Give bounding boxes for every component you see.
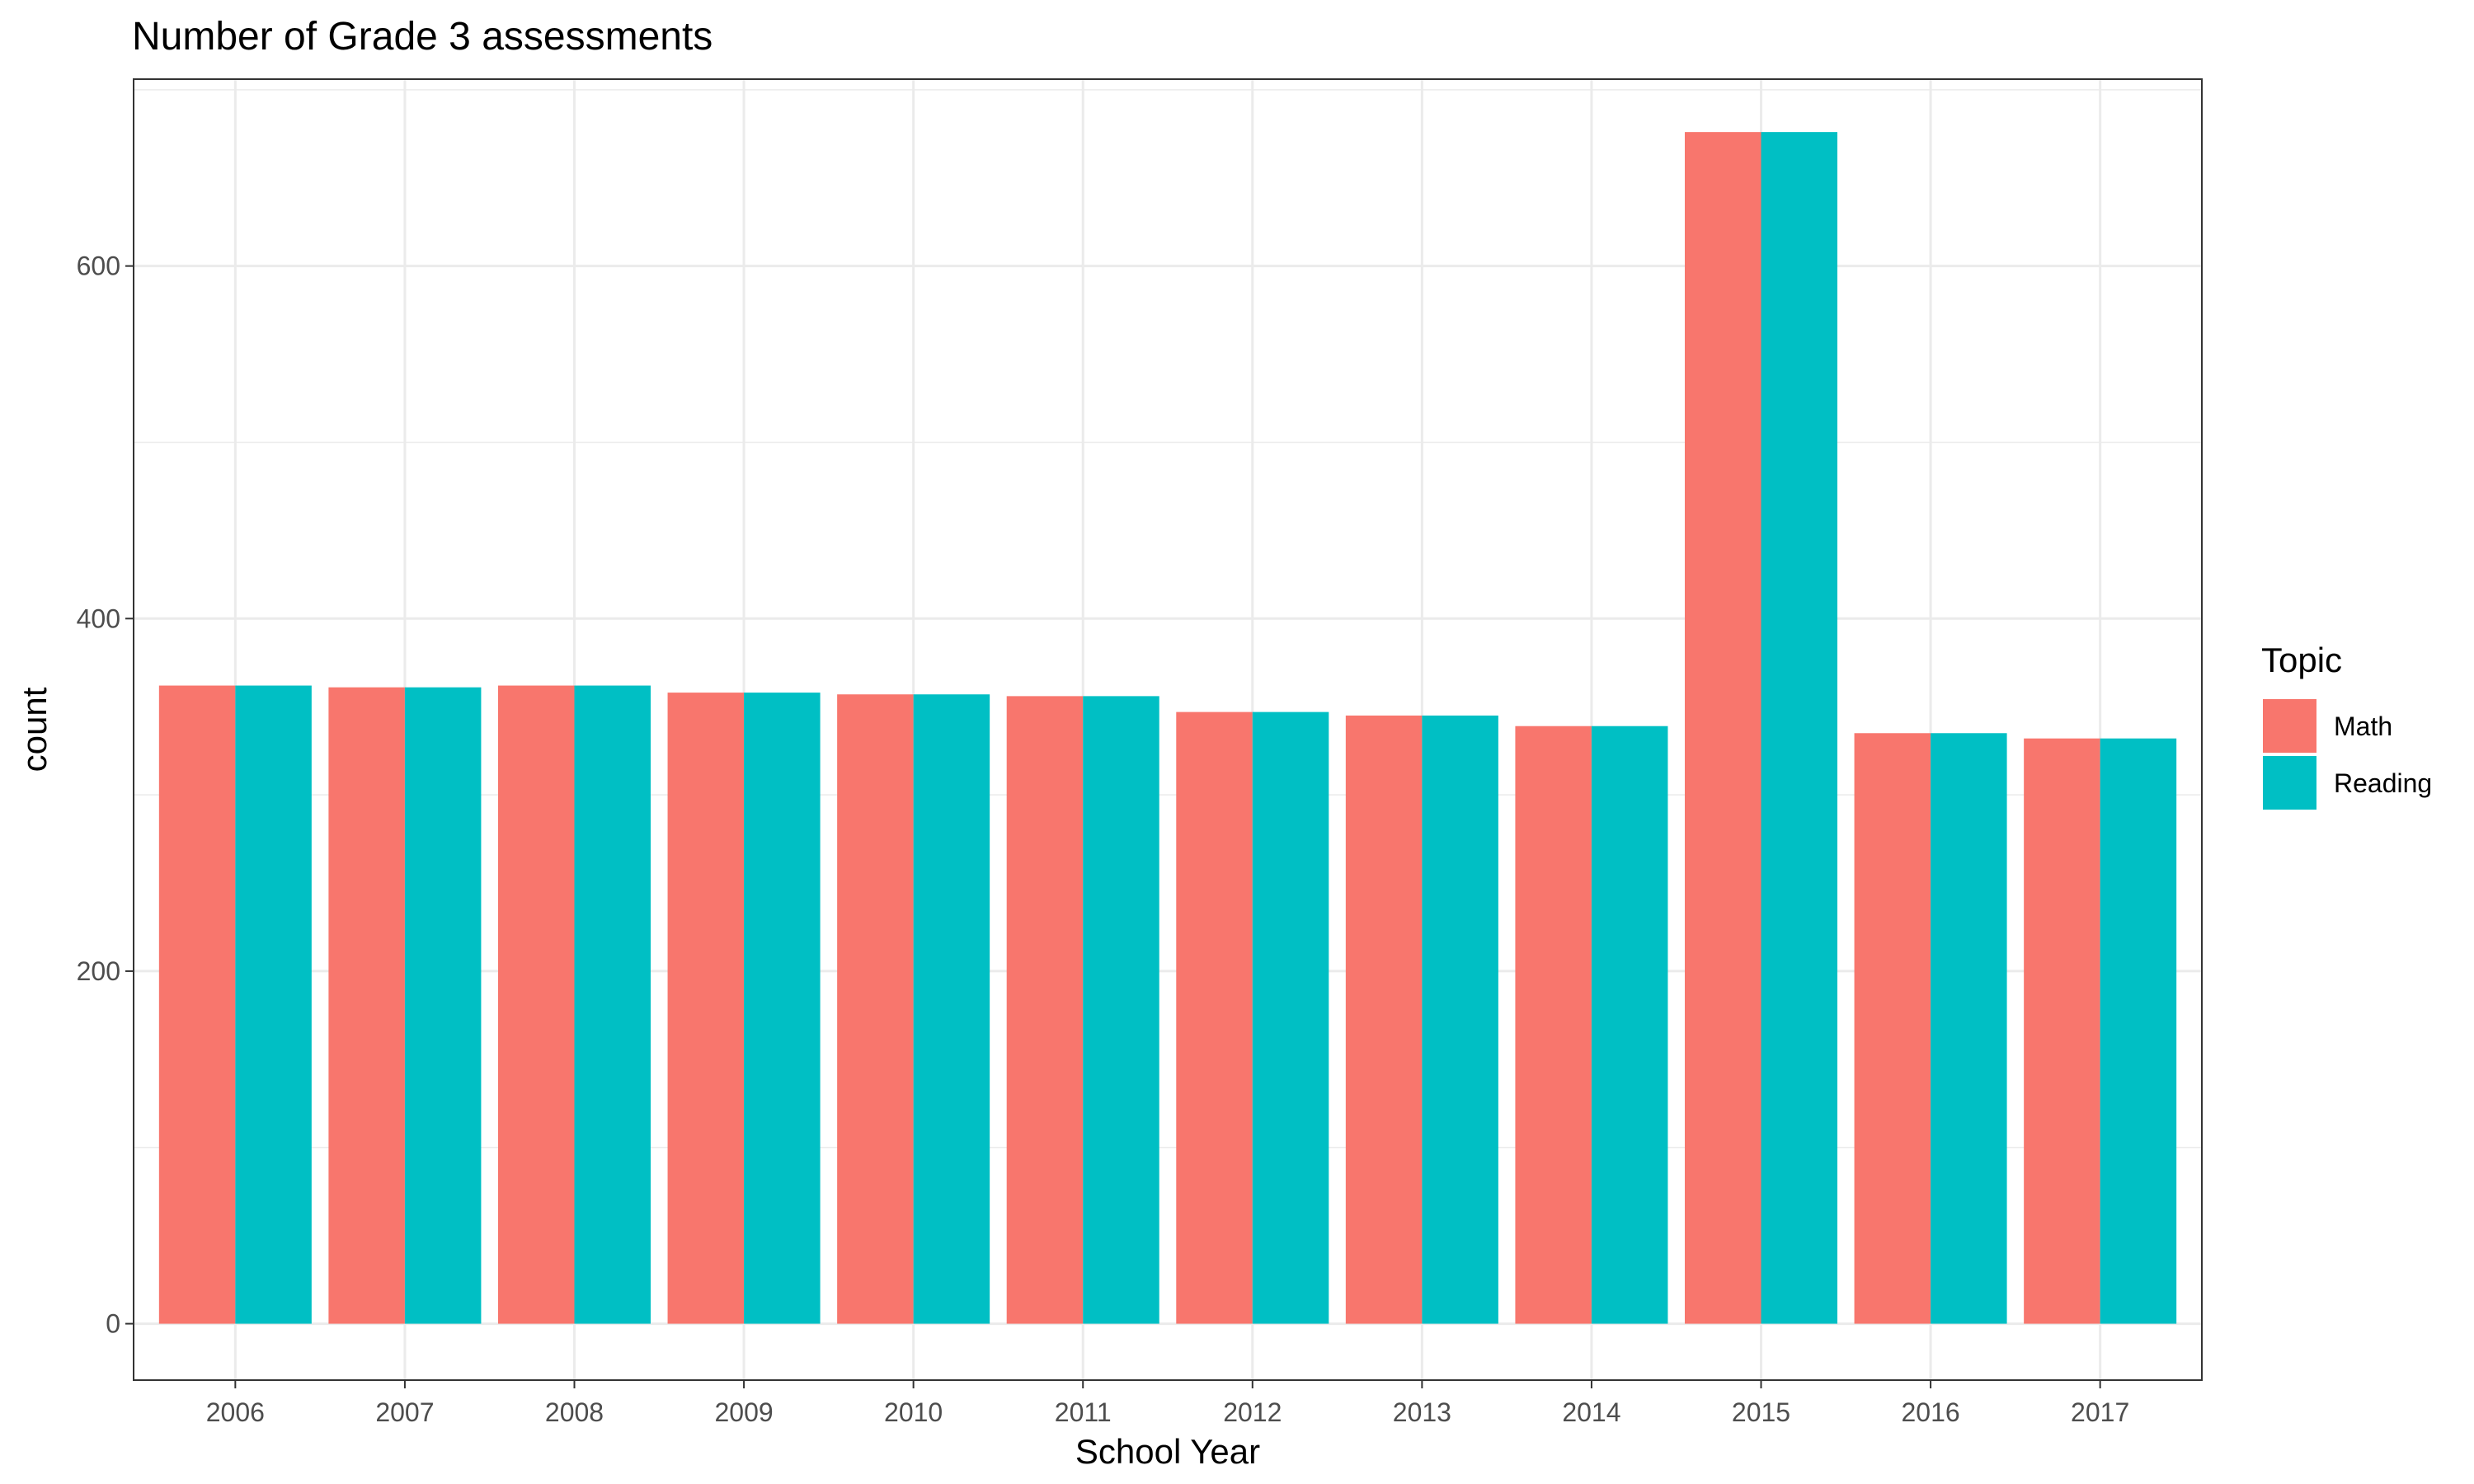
y-axis: 0 200 400 600 <box>77 251 134 1339</box>
x-tick-label: 2012 <box>1223 1397 1282 1427</box>
x-tick-label: 2008 <box>545 1397 604 1427</box>
bar-reading-2014 <box>1591 726 1668 1324</box>
bar-reading-2007 <box>404 687 482 1324</box>
y-axis-title: count <box>15 687 54 772</box>
legend-key-math <box>2263 699 2316 753</box>
bar-math-2011 <box>1006 696 1084 1324</box>
bar-math-2009 <box>667 693 745 1324</box>
bar-reading-2011 <box>1083 696 1159 1324</box>
bar-reading-2009 <box>744 693 821 1324</box>
legend: Topic Math Reading <box>2261 641 2432 811</box>
bar-math-2010 <box>837 694 914 1324</box>
y-tick-label: 600 <box>77 251 120 281</box>
legend-label-math: Math <box>2334 711 2392 741</box>
bar-reading-2012 <box>1252 711 1329 1324</box>
x-tick-label: 2011 <box>1055 1397 1112 1427</box>
legend-label-reading: Reading <box>2334 768 2432 798</box>
chart-title: Number of Grade 3 assessments <box>132 15 713 59</box>
legend-items: Math Reading <box>2261 697 2432 811</box>
x-axis: 2006 2007 2008 2009 2010 2011 2012 2013 2014 2015… <box>206 1380 2129 1427</box>
bar-math-2008 <box>497 685 575 1324</box>
x-tick-label: 2006 <box>206 1397 265 1427</box>
bars-group <box>158 132 2177 1324</box>
bar-math-2007 <box>328 687 405 1324</box>
bar-math-2014 <box>1515 726 1592 1324</box>
bar-math-2016 <box>1854 733 1931 1324</box>
y-tick-label: 0 <box>106 1309 120 1339</box>
bar-math-2015 <box>1685 132 1761 1324</box>
bar-math-2017 <box>2024 738 2100 1324</box>
bar-reading-2010 <box>913 694 990 1324</box>
plot-area <box>133 78 2203 1381</box>
x-tick-label: 2013 <box>1393 1397 1451 1427</box>
bar-math-2006 <box>158 685 236 1324</box>
x-tick-label: 2009 <box>714 1397 773 1427</box>
y-tick-label: 400 <box>77 603 120 633</box>
bar-reading-2016 <box>1931 733 2007 1324</box>
plot-panel-border <box>133 78 2203 1381</box>
x-tick-label: 2007 <box>375 1397 434 1427</box>
y-tick-label: 200 <box>77 956 120 986</box>
bar-reading-2006 <box>235 685 312 1324</box>
legend-title: Topic <box>2261 641 2342 679</box>
legend-key-reading <box>2263 756 2316 810</box>
x-tick-label: 2014 <box>1562 1397 1620 1427</box>
bar-math-2012 <box>1176 711 1253 1324</box>
x-tick-label: 2016 <box>1901 1397 1959 1427</box>
x-tick-label: 2010 <box>884 1397 943 1427</box>
x-tick-label: 2015 <box>1732 1397 1790 1427</box>
bar-math-2013 <box>1345 715 1423 1324</box>
bar-reading-2013 <box>1422 715 1498 1324</box>
x-tick-label: 2017 <box>2071 1397 2129 1427</box>
bar-reading-2015 <box>1761 132 1838 1324</box>
bar-reading-2017 <box>2100 738 2177 1324</box>
bar-reading-2008 <box>574 685 651 1324</box>
x-axis-title: School Year <box>1075 1432 1260 1471</box>
